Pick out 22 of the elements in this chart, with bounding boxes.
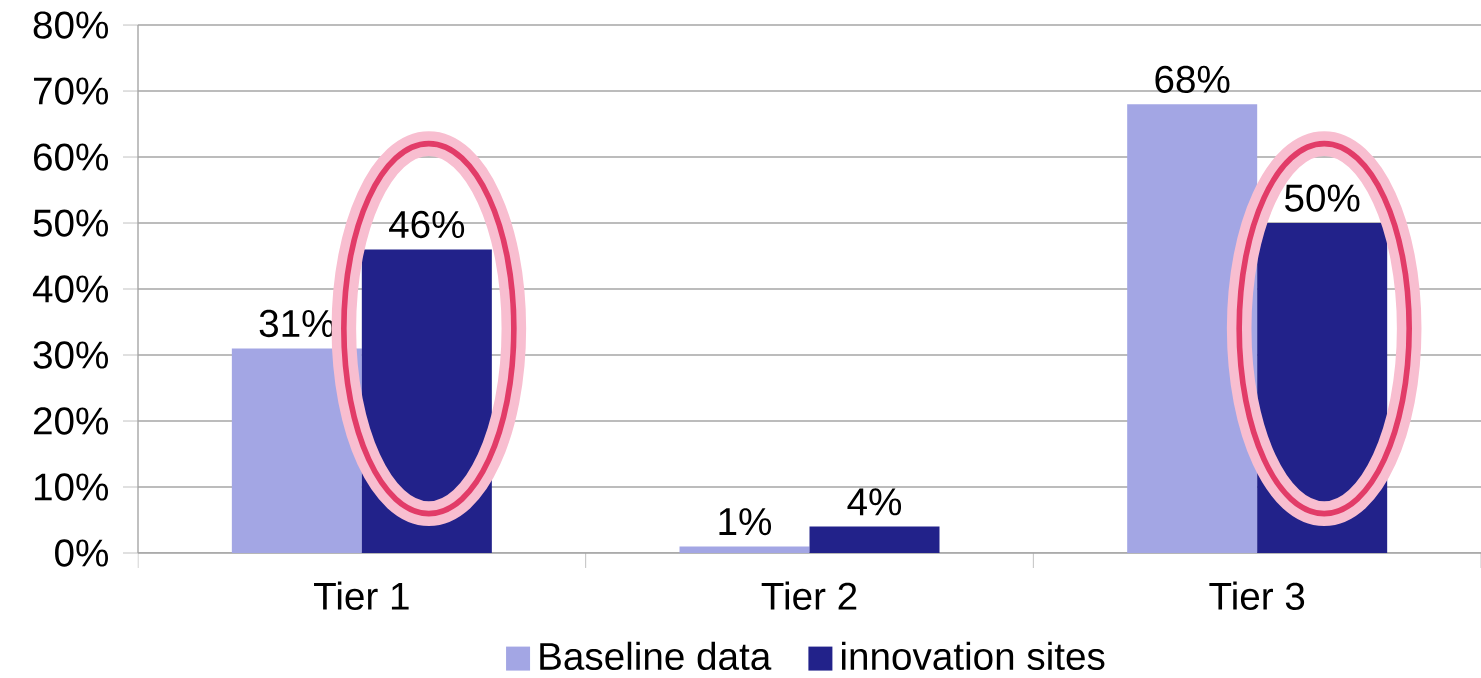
bar xyxy=(809,526,940,553)
y-tick-label: 0% xyxy=(55,539,108,567)
y-tick-label: 20% xyxy=(33,407,108,435)
x-tick-label: Tier 2 xyxy=(761,581,857,610)
y-tick-label: 80% xyxy=(33,11,108,39)
y-tick-label: 50% xyxy=(33,209,108,237)
legend-label: Baseline data xyxy=(540,641,772,671)
data-label: 50% xyxy=(1285,184,1360,212)
x-tick-label: Tier 3 xyxy=(1209,581,1305,610)
data-label: 46% xyxy=(389,210,465,239)
y-tick-label: 70% xyxy=(34,77,108,105)
y-tick-label: 40% xyxy=(32,275,108,303)
y-tick-label: 60% xyxy=(34,143,108,171)
bar xyxy=(679,546,810,553)
legend-label: innovation sites xyxy=(842,641,1105,671)
data-label: 68% xyxy=(1155,65,1230,93)
y-tick-label: 30% xyxy=(33,341,108,369)
data-label: 31% xyxy=(259,309,335,338)
y-tick-label: 10% xyxy=(34,473,108,501)
data-label: 4% xyxy=(847,488,902,516)
x-tick-label: Tier 1 xyxy=(314,581,409,610)
data-label: 1% xyxy=(719,508,772,536)
